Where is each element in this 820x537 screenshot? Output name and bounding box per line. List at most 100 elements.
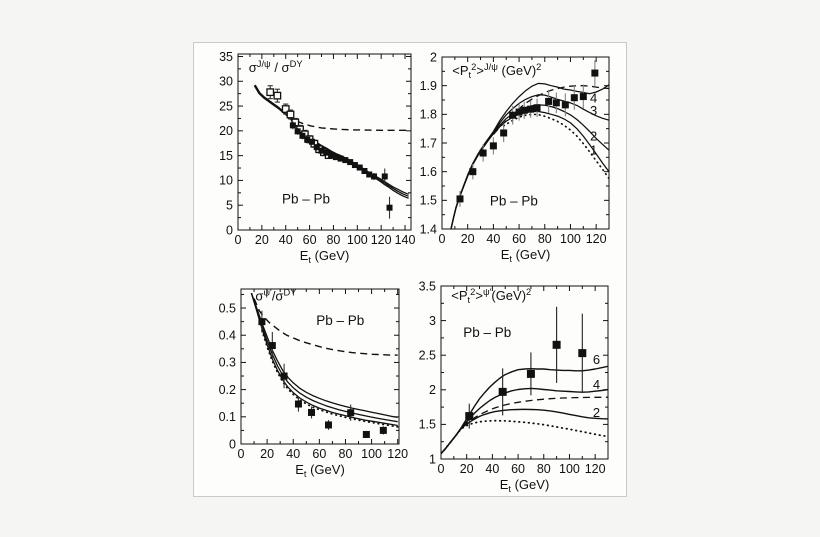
data-point — [381, 173, 388, 180]
data-point — [258, 318, 266, 326]
y-tick-label: 1.5 — [419, 418, 436, 432]
y-tick-label: 2 — [430, 50, 437, 64]
data-point — [318, 147, 325, 154]
x-tick-label: 120 — [586, 232, 607, 246]
data-point — [489, 142, 497, 150]
axis-frame — [440, 285, 609, 460]
data-point — [332, 154, 339, 161]
data-point — [273, 91, 282, 100]
panel-title: σψ′/σDY — [255, 288, 297, 304]
y-tick-label: 0.1 — [219, 410, 236, 424]
x-tick-label: 100 — [559, 462, 580, 476]
data-point — [533, 104, 541, 112]
y-tick-label: 0.4 — [219, 329, 236, 343]
region-label: Pb – Pb — [490, 194, 538, 209]
y-tick-label: 1 — [429, 452, 436, 466]
y-tick-label: 1.5 — [420, 194, 437, 208]
series-group — [441, 365, 608, 455]
panel-title: <Pt2>J/ψ (GeV)2 — [452, 62, 541, 80]
y-tick-label: 0 — [226, 223, 233, 237]
data-point — [500, 129, 508, 137]
x-tick-label: 120 — [585, 462, 606, 476]
curve-label: 1 — [590, 142, 597, 157]
x-tick-label: 60 — [303, 233, 317, 247]
curve-label: 2 — [590, 128, 597, 143]
data-point — [526, 369, 535, 378]
data-point — [351, 162, 358, 169]
plot-pt2-psiprime: 0 20 40 60 80 100 120 1 1.5 2 2.5 3 3.5 6 4 2 Pb – Pb <Pt… — [419, 279, 609, 494]
y-tick-label: 1.7 — [420, 136, 437, 150]
y-tick-label: 20 — [219, 124, 233, 138]
plot-sigma-psiprime-over-dy: 0 20 40 60 80 100 120 0 0.1 0.2 0.3 0.4 0.5 Pb – Pb σψ… — [219, 288, 409, 479]
x-tick-label: 20 — [260, 447, 274, 461]
y-tick-label: 2.5 — [419, 349, 436, 363]
data-point — [509, 111, 517, 119]
y-tick-label: 1.6 — [420, 165, 437, 179]
data-point — [591, 69, 599, 77]
curve-label: 4 — [593, 377, 600, 392]
y-tick-label: 15 — [219, 149, 233, 163]
x-tick-label: 140 — [395, 233, 416, 247]
y-tick-label: 10 — [219, 174, 233, 188]
data-point — [286, 110, 295, 119]
curve-curve-4 — [450, 82, 609, 229]
curve-label: 6 — [593, 352, 600, 367]
data-point — [469, 168, 477, 176]
data-point — [342, 157, 349, 164]
region-label: Pb – Pb — [463, 325, 511, 340]
data-point — [280, 372, 288, 380]
x-tick-label: 20 — [461, 232, 475, 246]
points-filled-square — [456, 60, 599, 207]
y-tick-label: 35 — [219, 50, 233, 64]
y-tick-label: 2 — [429, 383, 436, 397]
data-point — [515, 108, 523, 116]
x-tick-label: 0 — [235, 233, 242, 247]
panel-sigma-jpsi-over-dy: 0 20 40 60 80 100 120 140 0 5 10 15 20 25 30 35 Pb – Pb σ… — [196, 45, 422, 273]
data-point — [328, 152, 335, 159]
x-tick-label: 40 — [279, 233, 293, 247]
x-tick-label: 80 — [339, 447, 353, 461]
x-tick-label: 40 — [486, 232, 500, 246]
axis-ticks — [440, 285, 609, 460]
data-point — [289, 122, 296, 129]
curve-label: 2 — [593, 405, 600, 420]
x-tick-label: 80 — [326, 233, 340, 247]
axis-frame — [240, 288, 400, 445]
data-point — [313, 144, 320, 151]
x-tick-label: 100 — [560, 232, 581, 246]
data-point — [578, 349, 587, 358]
points-filled-square — [258, 310, 387, 439]
data-point — [324, 421, 332, 429]
x-axis-label: Et (GeV) — [295, 462, 345, 479]
curve-label: 3 — [590, 103, 597, 118]
x-tick-label: 0 — [438, 462, 445, 476]
y-tick-label: 5 — [226, 199, 233, 213]
data-point — [520, 106, 528, 114]
y-tick-label: 25 — [219, 99, 233, 113]
data-point — [323, 149, 330, 156]
data-point — [570, 94, 578, 102]
x-tick-label: 40 — [485, 462, 499, 476]
y-tick-label: 1.4 — [420, 222, 437, 236]
data-point — [308, 408, 316, 416]
panel-title: σJ/ψ / σDY — [249, 59, 304, 75]
data-point — [337, 155, 344, 162]
region-label: Pb – Pb — [316, 313, 364, 328]
panel-sigma-psiprime-over-dy: 0 20 40 60 80 100 120 0 0.1 0.2 0.3 0.4 0.5 Pb – Pb σψ… — [196, 274, 422, 496]
data-point — [527, 105, 535, 113]
x-tick-label: 60 — [512, 232, 526, 246]
data-point — [545, 97, 553, 105]
x-tick-label: 20 — [460, 462, 474, 476]
data-point — [552, 340, 561, 349]
y-tick-label: 3.5 — [419, 279, 436, 293]
data-point — [299, 132, 306, 139]
y-tick-label: 0 — [229, 437, 236, 451]
curve-normal-absorption — [286, 114, 409, 131]
data-point — [347, 159, 354, 166]
data-point — [386, 204, 393, 211]
data-point — [366, 171, 373, 178]
curve-dashed-curve — [441, 396, 608, 454]
curve-curve-2 — [450, 104, 609, 229]
data-point — [362, 430, 370, 438]
